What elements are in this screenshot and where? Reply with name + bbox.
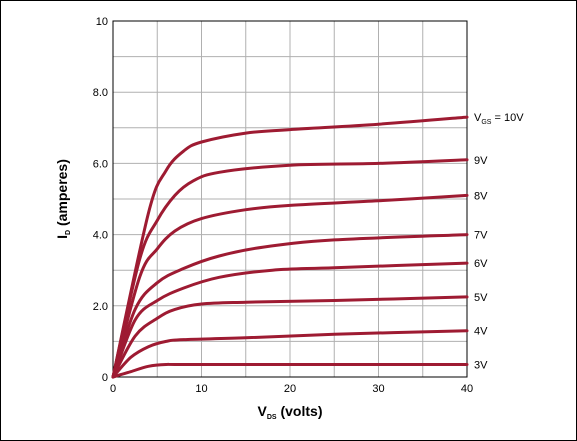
- curve-label: 7V: [474, 230, 488, 242]
- y-axis-title: ID (amperes): [54, 159, 72, 239]
- series-line: [111, 261, 469, 379]
- y-tick-labels: 0 2.0 4.0 6.0 8.0 10: [93, 16, 108, 384]
- series-line: [111, 158, 469, 379]
- curve-labels: VGS = 10V 9V 8V 7V 6V 5V 4V 3V: [474, 112, 524, 371]
- curve-label: 9V: [474, 155, 488, 167]
- x-tick-label: 20: [284, 383, 296, 395]
- series-line: [111, 115, 469, 379]
- y-tick-label: 0: [102, 372, 108, 384]
- curves: [111, 115, 469, 379]
- y-tick-label: 8.0: [93, 87, 108, 99]
- series-line: [111, 329, 469, 379]
- curve-label: 3V: [474, 360, 488, 372]
- y-tick-label: 10: [96, 16, 108, 28]
- x-tick-label: 0: [110, 383, 116, 395]
- y-tick-label: 2.0: [93, 301, 108, 313]
- curve-label: 5V: [474, 292, 488, 304]
- series-line: [111, 193, 469, 379]
- series-line: [111, 233, 469, 379]
- x-axis-title: VDS (volts): [258, 403, 323, 421]
- x-tick-label: 30: [372, 383, 384, 395]
- curve-label: 8V: [474, 190, 488, 202]
- y-tick-label: 4.0: [93, 230, 108, 242]
- x-tick-labels: 0 10 20 30 40: [110, 383, 473, 395]
- series-line: [111, 295, 469, 379]
- curve-label: 6V: [474, 258, 488, 270]
- curve-label: VGS = 10V: [474, 112, 524, 126]
- plot-area: [112, 20, 468, 378]
- x-tick-label: 40: [461, 383, 473, 395]
- y-tick-label: 6.0: [93, 158, 108, 170]
- series-line: [111, 362, 469, 379]
- curve-label: 4V: [474, 326, 488, 338]
- x-tick-label: 10: [195, 383, 207, 395]
